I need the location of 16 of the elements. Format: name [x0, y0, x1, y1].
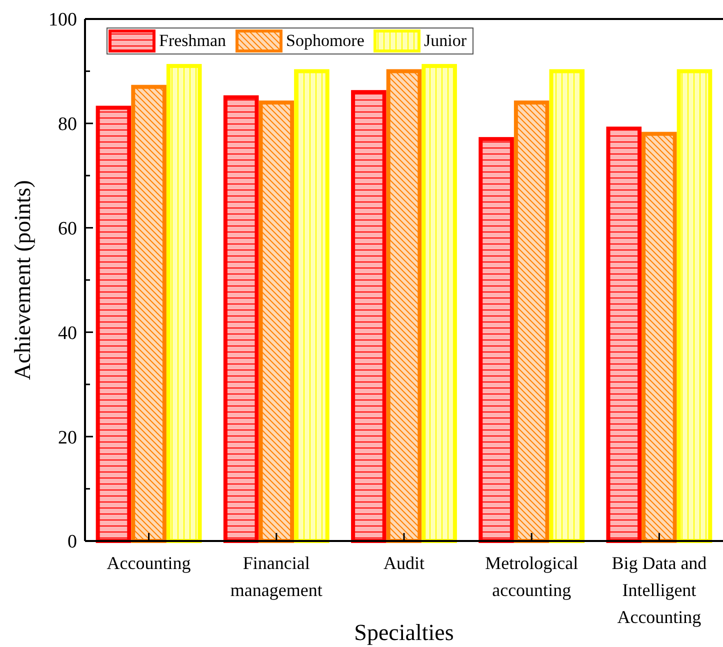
- y-axis-title: Achievement (points): [10, 180, 35, 380]
- y-tick-label: 80: [58, 114, 77, 136]
- legend-label: Sophomore: [286, 31, 364, 50]
- y-tick-label: 0: [68, 532, 77, 553]
- x-tick-label: Audit: [383, 553, 425, 573]
- x-tick-label: Big Data and Intelligent Accounting: [612, 553, 707, 627]
- legend-label: Freshman: [159, 31, 227, 50]
- y-tick-label: 40: [58, 322, 77, 344]
- y-tick-label: 60: [58, 218, 77, 240]
- x-tick-label: Metrological accounting: [485, 553, 578, 600]
- y-tick-label: 20: [58, 427, 77, 448]
- x-axis-title: Specialties: [354, 620, 454, 645]
- x-tick-label: Financial management: [230, 553, 322, 600]
- y-tick-label: 100: [48, 10, 77, 31]
- x-tick-label: Accounting: [106, 553, 191, 573]
- legend-label: Junior: [424, 31, 467, 50]
